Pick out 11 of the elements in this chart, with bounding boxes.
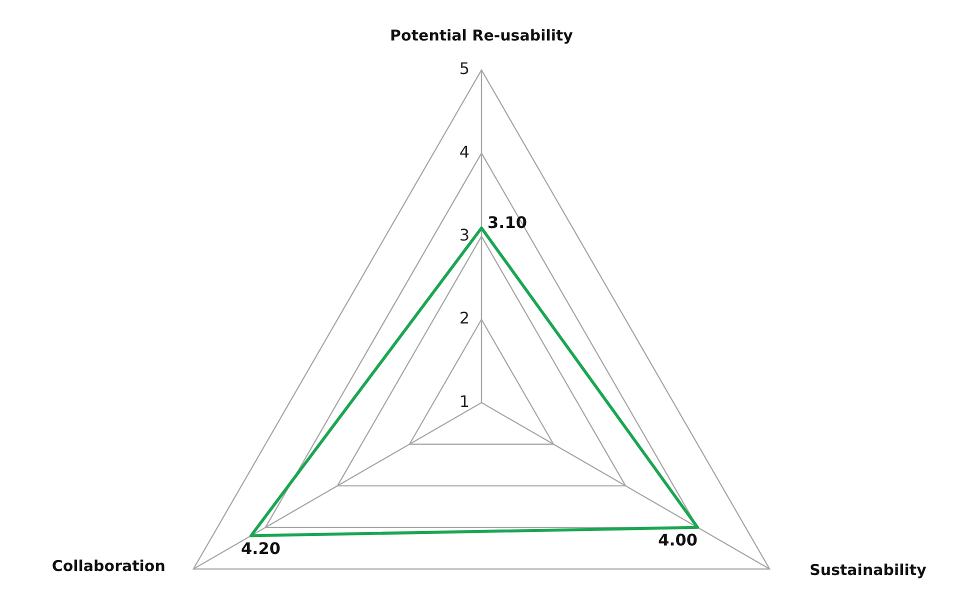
y-tick-label: 5 — [459, 59, 470, 78]
data-label: 3.10 — [488, 213, 527, 232]
data-label: 4.20 — [241, 538, 281, 558]
y-tick-label: 3 — [459, 225, 470, 244]
spoke-label: Collaboration — [52, 556, 166, 575]
y-tick-label: 2 — [459, 308, 470, 328]
spoke-label: Sustainability — [810, 560, 927, 579]
y-tick-label: 4 — [459, 142, 470, 162]
data-label: 4.00 — [658, 530, 698, 550]
y-tick-label: 1 — [459, 392, 470, 411]
spoke-label: Potential Re-usability — [390, 26, 574, 44]
